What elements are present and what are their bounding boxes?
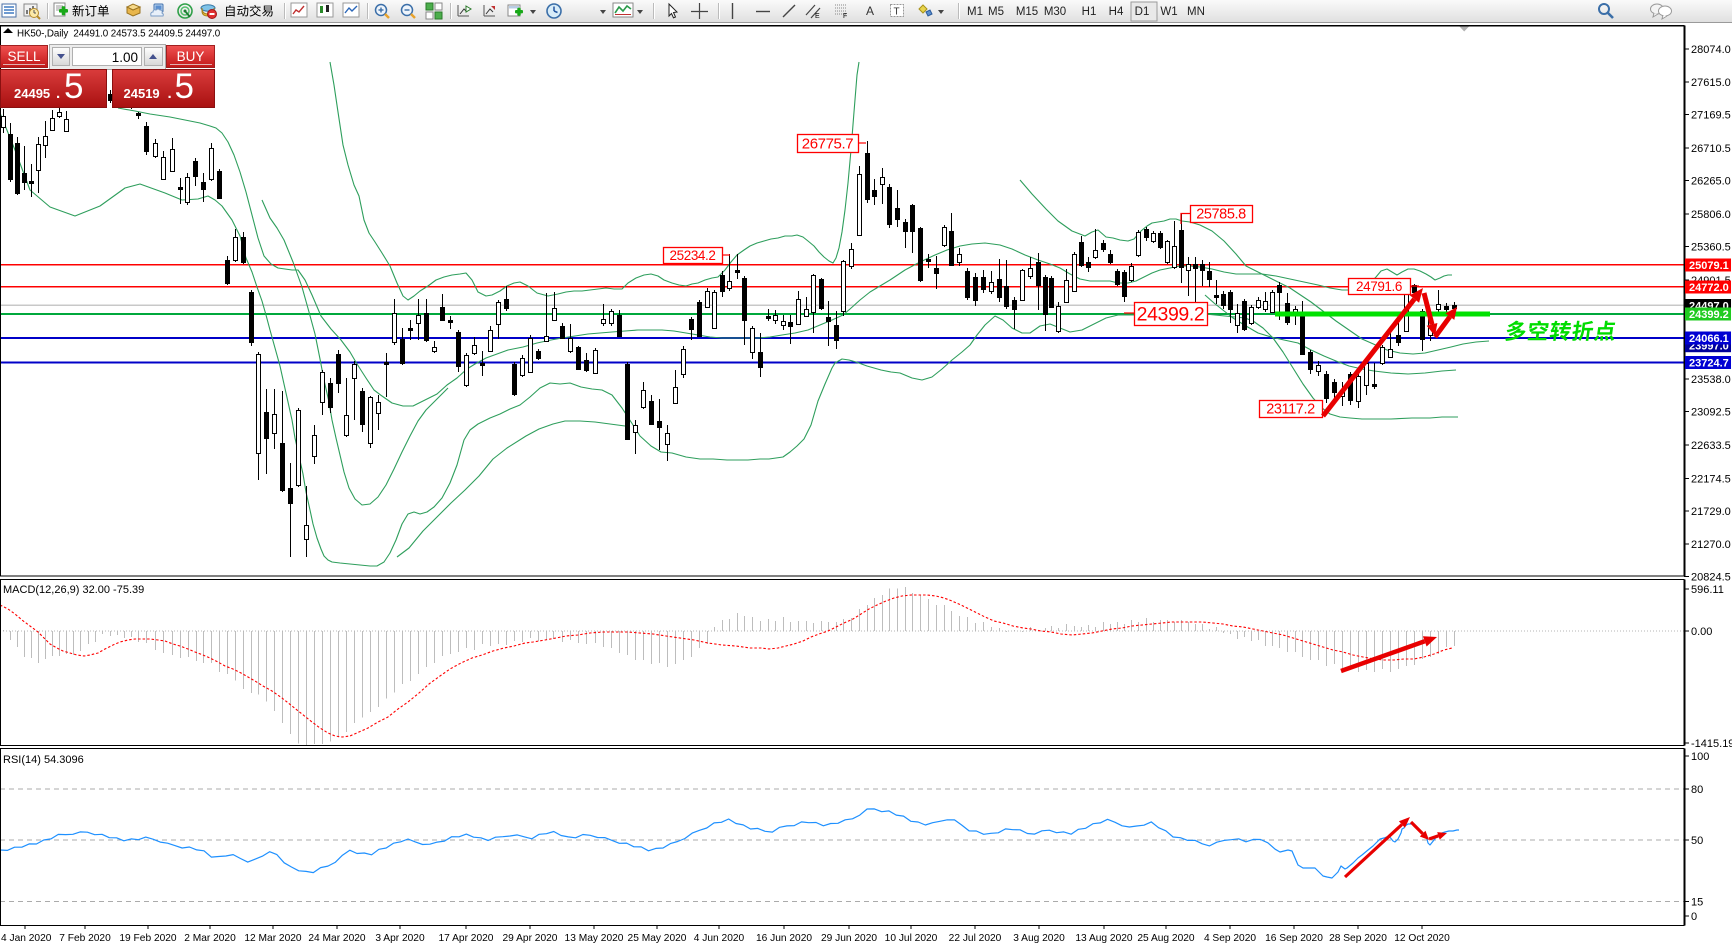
svg-text:25806.0: 25806.0 (1691, 209, 1731, 221)
svg-text:50: 50 (1691, 835, 1703, 847)
svg-text:23092.5: 23092.5 (1691, 406, 1731, 418)
svg-text:H1: H1 (1082, 6, 1097, 18)
svg-text:26775.7: 26775.7 (802, 135, 853, 152)
svg-text:16 Jun 2020: 16 Jun 2020 (756, 933, 812, 944)
svg-text:26265.0: 26265.0 (1691, 175, 1731, 187)
svg-text:25360.5: 25360.5 (1691, 241, 1731, 253)
svg-text:7 Feb 2020: 7 Feb 2020 (59, 933, 111, 944)
svg-text:D1: D1 (1135, 6, 1150, 18)
svg-text:24791.6: 24791.6 (1356, 279, 1402, 294)
svg-text:3 Apr 2020: 3 Apr 2020 (375, 933, 425, 944)
svg-text:T: T (894, 7, 900, 18)
svg-text:13 May 2020: 13 May 2020 (565, 933, 624, 944)
svg-text:24399.2: 24399.2 (1137, 304, 1205, 326)
svg-text:4 Jan 2020: 4 Jan 2020 (1, 933, 52, 944)
svg-text:2 Mar 2020: 2 Mar 2020 (184, 933, 236, 944)
svg-text:28 Sep 2020: 28 Sep 2020 (1329, 933, 1387, 944)
svg-text:15: 15 (1691, 896, 1703, 908)
svg-text:MN: MN (1187, 6, 1205, 18)
svg-text:10 Jul 2020: 10 Jul 2020 (885, 933, 938, 944)
svg-text:4 Jun 2020: 4 Jun 2020 (694, 933, 745, 944)
svg-text:24 Mar 2020: 24 Mar 2020 (308, 933, 366, 944)
svg-text:25234.2: 25234.2 (670, 248, 716, 263)
svg-text:20824.5: 20824.5 (1691, 572, 1731, 584)
svg-text:22174.5: 22174.5 (1691, 473, 1731, 485)
svg-text:28074.0: 28074.0 (1691, 44, 1731, 56)
svg-text:13 Aug 2020: 13 Aug 2020 (1075, 933, 1133, 944)
svg-text:H4: H4 (1109, 6, 1124, 18)
svg-text:25785.8: 25785.8 (1196, 207, 1246, 223)
svg-text:22 Jul 2020: 22 Jul 2020 (949, 933, 1002, 944)
svg-text:25 May 2020: 25 May 2020 (628, 933, 687, 944)
svg-text:12 Mar 2020: 12 Mar 2020 (244, 933, 302, 944)
svg-text:F: F (843, 13, 847, 20)
svg-text:25079.1: 25079.1 (1689, 260, 1729, 272)
svg-text:17 Apr 2020: 17 Apr 2020 (439, 933, 494, 944)
svg-text:W1: W1 (1160, 6, 1177, 18)
svg-text:MACD(12,26,9) 32.00 -75.39: MACD(12,26,9) 32.00 -75.39 (3, 584, 144, 596)
svg-text:3 Aug 2020: 3 Aug 2020 (1013, 933, 1065, 944)
svg-text:29 Apr 2020: 29 Apr 2020 (503, 933, 558, 944)
svg-text:21729.0: 21729.0 (1691, 506, 1731, 518)
svg-text:24399.2: 24399.2 (1689, 309, 1729, 321)
svg-text:24772.0: 24772.0 (1689, 282, 1729, 294)
svg-text:16 Sep 2020: 16 Sep 2020 (1265, 933, 1323, 944)
svg-text:M5: M5 (988, 6, 1004, 18)
svg-text:27169.5: 27169.5 (1691, 110, 1731, 122)
svg-text:29 Jun 2020: 29 Jun 2020 (821, 933, 877, 944)
svg-text:19 Feb 2020: 19 Feb 2020 (119, 933, 177, 944)
svg-text:HK50-,Daily 24491.0 24573.5 2: HK50-,Daily 24491.0 24573.5 24409.5 2449… (17, 29, 221, 40)
svg-text:-1415.19: -1415.19 (1691, 738, 1732, 750)
svg-text:0: 0 (1691, 911, 1697, 923)
svg-text:24066.1: 24066.1 (1689, 333, 1729, 345)
svg-text:E: E (815, 13, 820, 20)
svg-text:25 Aug 2020: 25 Aug 2020 (1137, 933, 1195, 944)
svg-text:80: 80 (1691, 784, 1703, 796)
svg-text:596.11: 596.11 (1691, 584, 1724, 596)
svg-text:A: A (866, 4, 874, 18)
svg-text:23538.0: 23538.0 (1691, 374, 1731, 386)
svg-text:4 Sep 2020: 4 Sep 2020 (1204, 933, 1256, 944)
svg-text:100: 100 (1691, 751, 1709, 763)
svg-text:RSI(14) 54.3096: RSI(14) 54.3096 (3, 754, 84, 766)
svg-text:26710.5: 26710.5 (1691, 143, 1731, 155)
svg-text:27615.0: 27615.0 (1691, 77, 1731, 89)
svg-text:M15: M15 (1016, 6, 1038, 18)
svg-text:23724.7: 23724.7 (1689, 358, 1729, 370)
svg-text:23117.2: 23117.2 (1266, 402, 1315, 418)
svg-text:0.00: 0.00 (1691, 626, 1712, 638)
svg-text:12 Oct 2020: 12 Oct 2020 (1394, 933, 1450, 944)
svg-text:M30: M30 (1044, 6, 1066, 18)
svg-text:22633.5: 22633.5 (1691, 440, 1731, 452)
svg-text:21270.0: 21270.0 (1691, 539, 1731, 551)
svg-text:M1: M1 (967, 6, 983, 18)
